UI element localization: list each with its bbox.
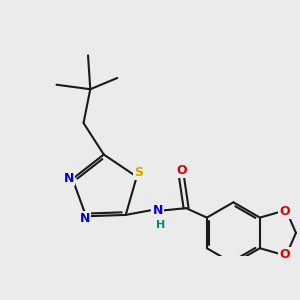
Text: O: O <box>176 164 187 177</box>
Text: O: O <box>279 248 290 261</box>
Text: H: H <box>156 220 165 230</box>
Text: N: N <box>153 204 164 217</box>
Text: N: N <box>80 212 90 225</box>
Text: O: O <box>279 205 290 218</box>
Text: N: N <box>64 172 74 184</box>
Text: S: S <box>134 166 143 179</box>
